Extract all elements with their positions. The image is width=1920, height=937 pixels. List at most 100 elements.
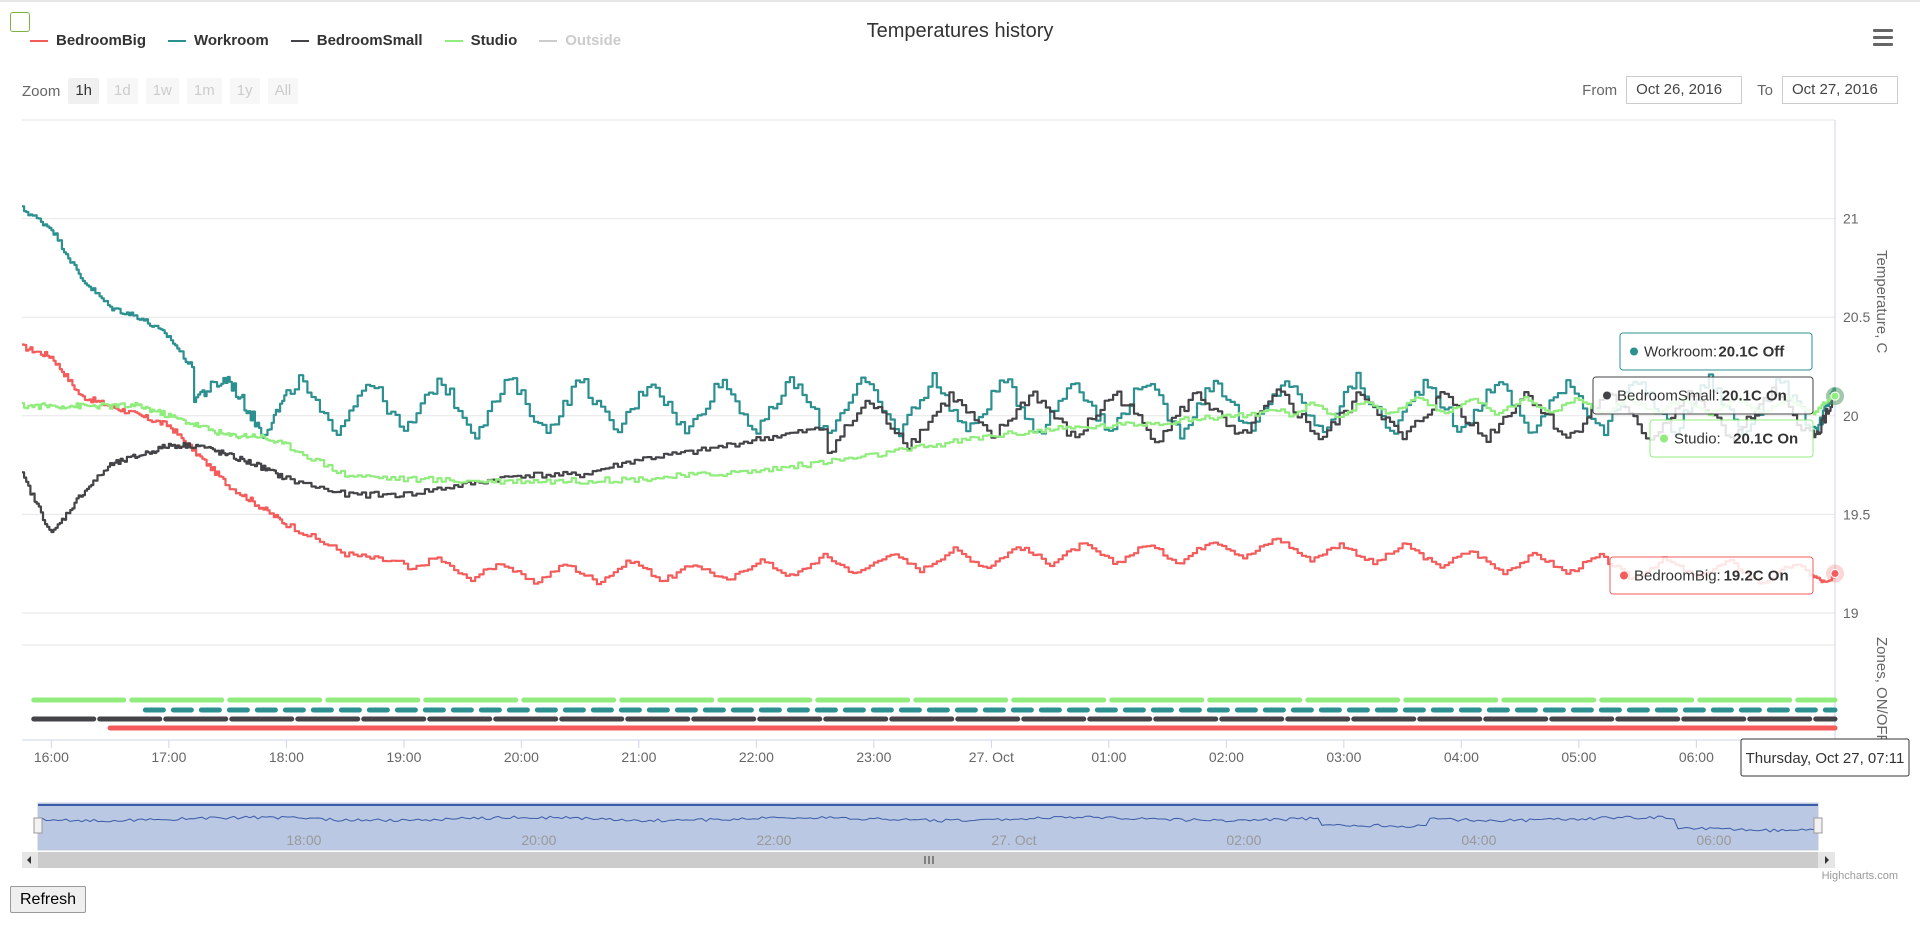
x-tick-label: 19:00 xyxy=(386,749,421,765)
tooltip-studio: Studio: 20.1C On xyxy=(1649,419,1814,458)
x-tick-label: 05:00 xyxy=(1561,749,1596,765)
x-tick-label: 01:00 xyxy=(1091,749,1126,765)
zoom-all-button[interactable]: All xyxy=(267,78,299,104)
x-tick-label: 02:00 xyxy=(1209,749,1244,765)
date-range: From Oct 26, 2016 To Oct 27, 2016 xyxy=(1582,76,1898,104)
tooltip-bedroomsmall: BedroomSmall: 20.1C On xyxy=(1592,376,1814,415)
tooltip-value: 19.2C On xyxy=(1724,568,1789,585)
series-lines xyxy=(22,205,1844,586)
y-tick-label: 19.5 xyxy=(1843,506,1870,522)
tooltip-label: Workroom: xyxy=(1644,344,1717,361)
navigator-mask xyxy=(37,802,1819,851)
legend-item-outside[interactable]: Outside xyxy=(539,32,621,49)
scroll-grip-icon xyxy=(924,856,934,864)
legend-item-workroom[interactable]: Workroom xyxy=(168,32,269,49)
top-divider xyxy=(0,0,1920,2)
chart-title: Temperatures history xyxy=(866,20,1054,42)
tooltip-value: 20.1C On xyxy=(1733,431,1798,448)
zoom-1w-button[interactable]: 1w xyxy=(145,78,179,104)
zones-axis-title: Zones, ON/OFF xyxy=(1873,637,1890,744)
y-axis-title: Temperature, C xyxy=(1873,250,1890,354)
zoom-label: Zoom xyxy=(22,82,61,100)
x-tick-label: 16:00 xyxy=(34,749,69,765)
legend-item-bedroomsmall[interactable]: BedroomSmall xyxy=(290,32,423,49)
tooltip-bedroombig: BedroomBig: 19.2C On xyxy=(1609,556,1814,595)
zoom-1h-button[interactable]: 1h xyxy=(68,78,100,104)
legend-swatch xyxy=(290,39,309,42)
x-axis: 16:00 17:00 18:00 19:00 20:00 21:00 22:00 23:00… xyxy=(34,740,1714,765)
series-line-studio xyxy=(22,392,1837,485)
tooltip-value: 20.1C On xyxy=(1722,388,1787,405)
navigator-handle xyxy=(1813,817,1823,834)
tooltip-box xyxy=(1619,332,1813,371)
x-tick-label: 27. Oct xyxy=(969,749,1014,765)
legend-label: Workroom xyxy=(194,32,269,49)
y-tick-label: 19 xyxy=(1843,605,1859,621)
y-tick-label: 20 xyxy=(1843,408,1859,424)
navigator-tick-label: 04:00 xyxy=(1461,832,1496,848)
credits-link[interactable]: Highcharts.com xyxy=(1821,870,1898,882)
navigator-tick-label: 18:00 xyxy=(286,832,321,848)
y-axis: 21 20.5 20 19.5 19 Temperature, C xyxy=(1843,211,1890,621)
tooltip-label: BedroomBig: xyxy=(1634,568,1721,585)
range-from-input[interactable]: Oct 26, 2016 xyxy=(1626,76,1743,104)
hover-point xyxy=(1830,391,1840,401)
legend-label: Studio xyxy=(470,32,518,49)
x-axis-tooltip: Thursday, Oct 27, 07:11 xyxy=(1740,738,1910,777)
x-tooltip-box xyxy=(1740,738,1910,777)
range-to-input[interactable]: Oct 27, 2016 xyxy=(1782,76,1898,104)
tooltip-box xyxy=(1649,419,1814,458)
y-tick-label: 21 xyxy=(1843,211,1859,227)
x-tick-label: 23:00 xyxy=(856,749,891,765)
x-tick-label: 17:00 xyxy=(151,749,186,765)
tooltip-label: Studio: xyxy=(1674,431,1721,448)
navigator-scrollbar-thumb xyxy=(38,852,1818,868)
scroll-left-arrow-icon xyxy=(27,856,31,864)
tooltip-box xyxy=(1609,556,1814,595)
x-tick-label: 18:00 xyxy=(269,749,304,765)
zoom-1m-button[interactable]: 1m xyxy=(186,78,222,104)
series-line-bedroombig xyxy=(22,343,1837,586)
legend-label: BedroomBig xyxy=(56,32,146,49)
tooltip-value: 20.1C Off xyxy=(1718,344,1785,361)
legend-item-bedroombig[interactable]: BedroomBig xyxy=(30,32,146,49)
navigator-series xyxy=(37,815,1819,833)
hamburger-menu-icon[interactable] xyxy=(1873,29,1893,47)
zones-panel: Zones, ON/OFF xyxy=(22,637,1890,744)
zoom-1d-button[interactable]: 1d xyxy=(107,78,138,104)
tooltip-workroom: Workroom: 20.1C Off xyxy=(1619,332,1813,371)
series-line-workroom xyxy=(22,205,1837,440)
navigator-tick-label: 27. Oct xyxy=(991,832,1036,848)
x-tick-label: 04:00 xyxy=(1444,749,1479,765)
navigator-tick-label: 06:00 xyxy=(1696,832,1731,848)
zoom-1y-button[interactable]: 1y xyxy=(229,78,260,104)
x-tick-label: 06:00 xyxy=(1679,749,1714,765)
legend-label: Outside xyxy=(565,32,622,49)
tooltip-bullet xyxy=(1660,434,1668,443)
navigator-handle xyxy=(33,817,43,834)
range-from-label: From xyxy=(1582,81,1618,99)
legend-swatch xyxy=(444,39,463,42)
tooltip-bullet xyxy=(1603,391,1611,400)
tooltip-box xyxy=(1592,376,1814,415)
navigator[interactable]: 18:00 20:00 22:00 27. Oct 02:00 04:00 06:00 xyxy=(22,802,1835,868)
toggle-checkbox[interactable] xyxy=(10,12,30,32)
legend-swatch xyxy=(30,39,48,42)
tooltip-label: BedroomSmall: xyxy=(1617,388,1720,405)
zoom-selector: Zoom 1h 1d 1w 1m 1y All xyxy=(22,78,306,104)
x-tick-label: 22:00 xyxy=(739,749,774,765)
gridlines xyxy=(22,119,1836,740)
navigator-tick-label: 22:00 xyxy=(756,832,791,848)
legend-swatch xyxy=(168,39,186,42)
hover-point xyxy=(1830,569,1840,579)
x-tick-label: 20:00 xyxy=(504,749,539,765)
x-tick-label: 03:00 xyxy=(1326,749,1361,765)
tooltip-bullet xyxy=(1630,347,1638,356)
legend-item-studio[interactable]: Studio xyxy=(444,32,518,49)
tooltip-bullet xyxy=(1620,571,1628,580)
navigator-tick-label: 20:00 xyxy=(521,832,556,848)
navigator-tick-label: 02:00 xyxy=(1226,832,1261,848)
refresh-button[interactable]: Refresh xyxy=(10,886,86,913)
x-tooltip-label: Thursday, Oct 27, 07:11 xyxy=(1746,750,1905,767)
